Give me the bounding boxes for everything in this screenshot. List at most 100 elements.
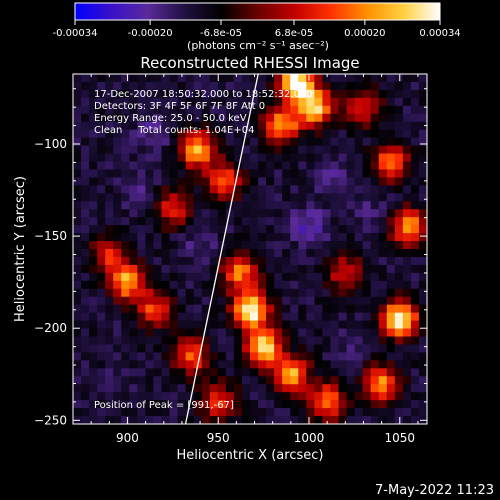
heatmap-cell <box>410 169 420 178</box>
heatmap-cell <box>217 217 227 226</box>
heatmap-cell <box>346 400 355 409</box>
heatmap-cell <box>81 89 90 99</box>
heatmap-cell <box>169 113 178 123</box>
heatmap-cell <box>137 264 146 274</box>
heatmap-cell <box>250 209 259 218</box>
heatmap-cell <box>201 105 211 115</box>
heatmap-cell <box>290 304 299 314</box>
heatmap-cell <box>354 296 364 306</box>
heatmap-cell <box>386 161 396 170</box>
heatmap-cell <box>314 256 323 266</box>
heatmap-cell <box>113 312 122 321</box>
heatmap-cell <box>290 400 299 409</box>
heatmap-cell <box>73 408 82 417</box>
heatmap-cell <box>274 400 283 409</box>
heatmap-cell <box>330 320 339 329</box>
heatmap-cell <box>113 145 122 154</box>
heatmap-cell <box>145 233 154 242</box>
heatmap-cell <box>217 360 227 369</box>
heatmap-cell <box>81 169 90 178</box>
heatmap-cell <box>298 225 307 234</box>
heatmap-cell <box>81 312 90 321</box>
heatmap-cell <box>217 312 227 321</box>
heatmap-cell <box>330 153 339 162</box>
heatmap-cell <box>266 169 275 178</box>
heatmap-cell <box>330 137 339 146</box>
heatmap-cell <box>402 185 412 194</box>
heatmap-cell <box>370 169 380 178</box>
heatmap-cell <box>145 360 154 369</box>
heatmap-cell <box>266 89 275 99</box>
heatmap-cell <box>298 89 307 99</box>
heatmap-cell <box>89 249 98 258</box>
heatmap-cell <box>322 376 331 385</box>
heatmap-cell <box>378 344 388 353</box>
heatmap-cell <box>209 312 219 321</box>
heatmap-cell <box>402 201 412 210</box>
heatmap-cell <box>322 408 331 417</box>
heatmap-cell <box>233 193 243 202</box>
heatmap-cell <box>298 368 307 377</box>
heatmap-cell <box>330 89 339 99</box>
heatmap-cell <box>410 344 420 353</box>
heatmap-cell <box>73 153 82 162</box>
heatmap-cell <box>322 304 331 314</box>
heatmap-cell <box>97 288 106 298</box>
heatmap-cell <box>290 209 299 218</box>
heatmap-cell <box>121 89 130 99</box>
heatmap-cell <box>362 352 372 361</box>
heatmap-cell <box>89 233 98 242</box>
heatmap-cell <box>298 392 307 401</box>
heatmap-cell <box>378 408 388 417</box>
heatmap-cell <box>306 256 315 266</box>
heatmap-cell <box>233 145 243 154</box>
heatmap-cell <box>129 161 138 170</box>
heatmap-cell <box>266 81 275 91</box>
heatmap-cell <box>137 272 146 282</box>
heatmap-cell <box>322 129 331 139</box>
heatmap-cell <box>314 185 323 194</box>
heatmap-cell <box>346 217 355 226</box>
heatmap-cell <box>233 320 243 329</box>
heatmap-cell <box>266 153 275 162</box>
heatmap-cell <box>354 113 364 123</box>
heatmap-cell <box>185 105 195 115</box>
heatmap-cell <box>73 233 82 242</box>
heatmap-cell <box>145 201 154 210</box>
heatmap-cell <box>217 280 227 290</box>
heatmap-cell <box>370 256 380 266</box>
heatmap-cell <box>346 368 355 377</box>
heatmap-cell <box>418 241 427 250</box>
heatmap-cell <box>89 272 98 282</box>
heatmap-cell <box>378 256 388 266</box>
heatmap-cell <box>418 201 427 210</box>
heatmap-cell <box>201 225 211 234</box>
heatmap-cell <box>121 153 130 162</box>
heatmap-cell <box>338 280 347 290</box>
heatmap-cell <box>121 312 130 321</box>
heatmap-cell <box>386 113 396 123</box>
heatmap-cell <box>314 105 323 115</box>
heatmap-cell <box>121 121 130 131</box>
heatmap-cell <box>298 360 307 369</box>
heatmap-cell <box>225 209 235 218</box>
heatmap-cell <box>201 344 211 353</box>
heatmap-cell <box>378 400 388 409</box>
heatmap-cell <box>282 81 291 91</box>
heatmap-cell <box>306 209 315 218</box>
heatmap-cell <box>306 312 315 321</box>
heatmap-cell <box>338 81 347 91</box>
heatmap-cell <box>225 249 235 258</box>
annotation-time: 17-Dec-2007 18:50:32.000 to 18:52:32.000 <box>94 89 313 100</box>
heatmap-cell <box>129 225 138 234</box>
heatmap-cell <box>410 272 420 282</box>
heatmap-cell <box>418 185 427 194</box>
heatmap-cell <box>113 241 122 250</box>
heatmap-cell <box>354 225 364 234</box>
heatmap-cell <box>306 185 315 194</box>
heatmap-cell <box>290 201 299 210</box>
heatmap-cell <box>225 400 235 409</box>
x-tick-label: 950 <box>207 431 230 445</box>
heatmap-cell <box>306 304 315 314</box>
heatmap-cell <box>266 368 275 377</box>
